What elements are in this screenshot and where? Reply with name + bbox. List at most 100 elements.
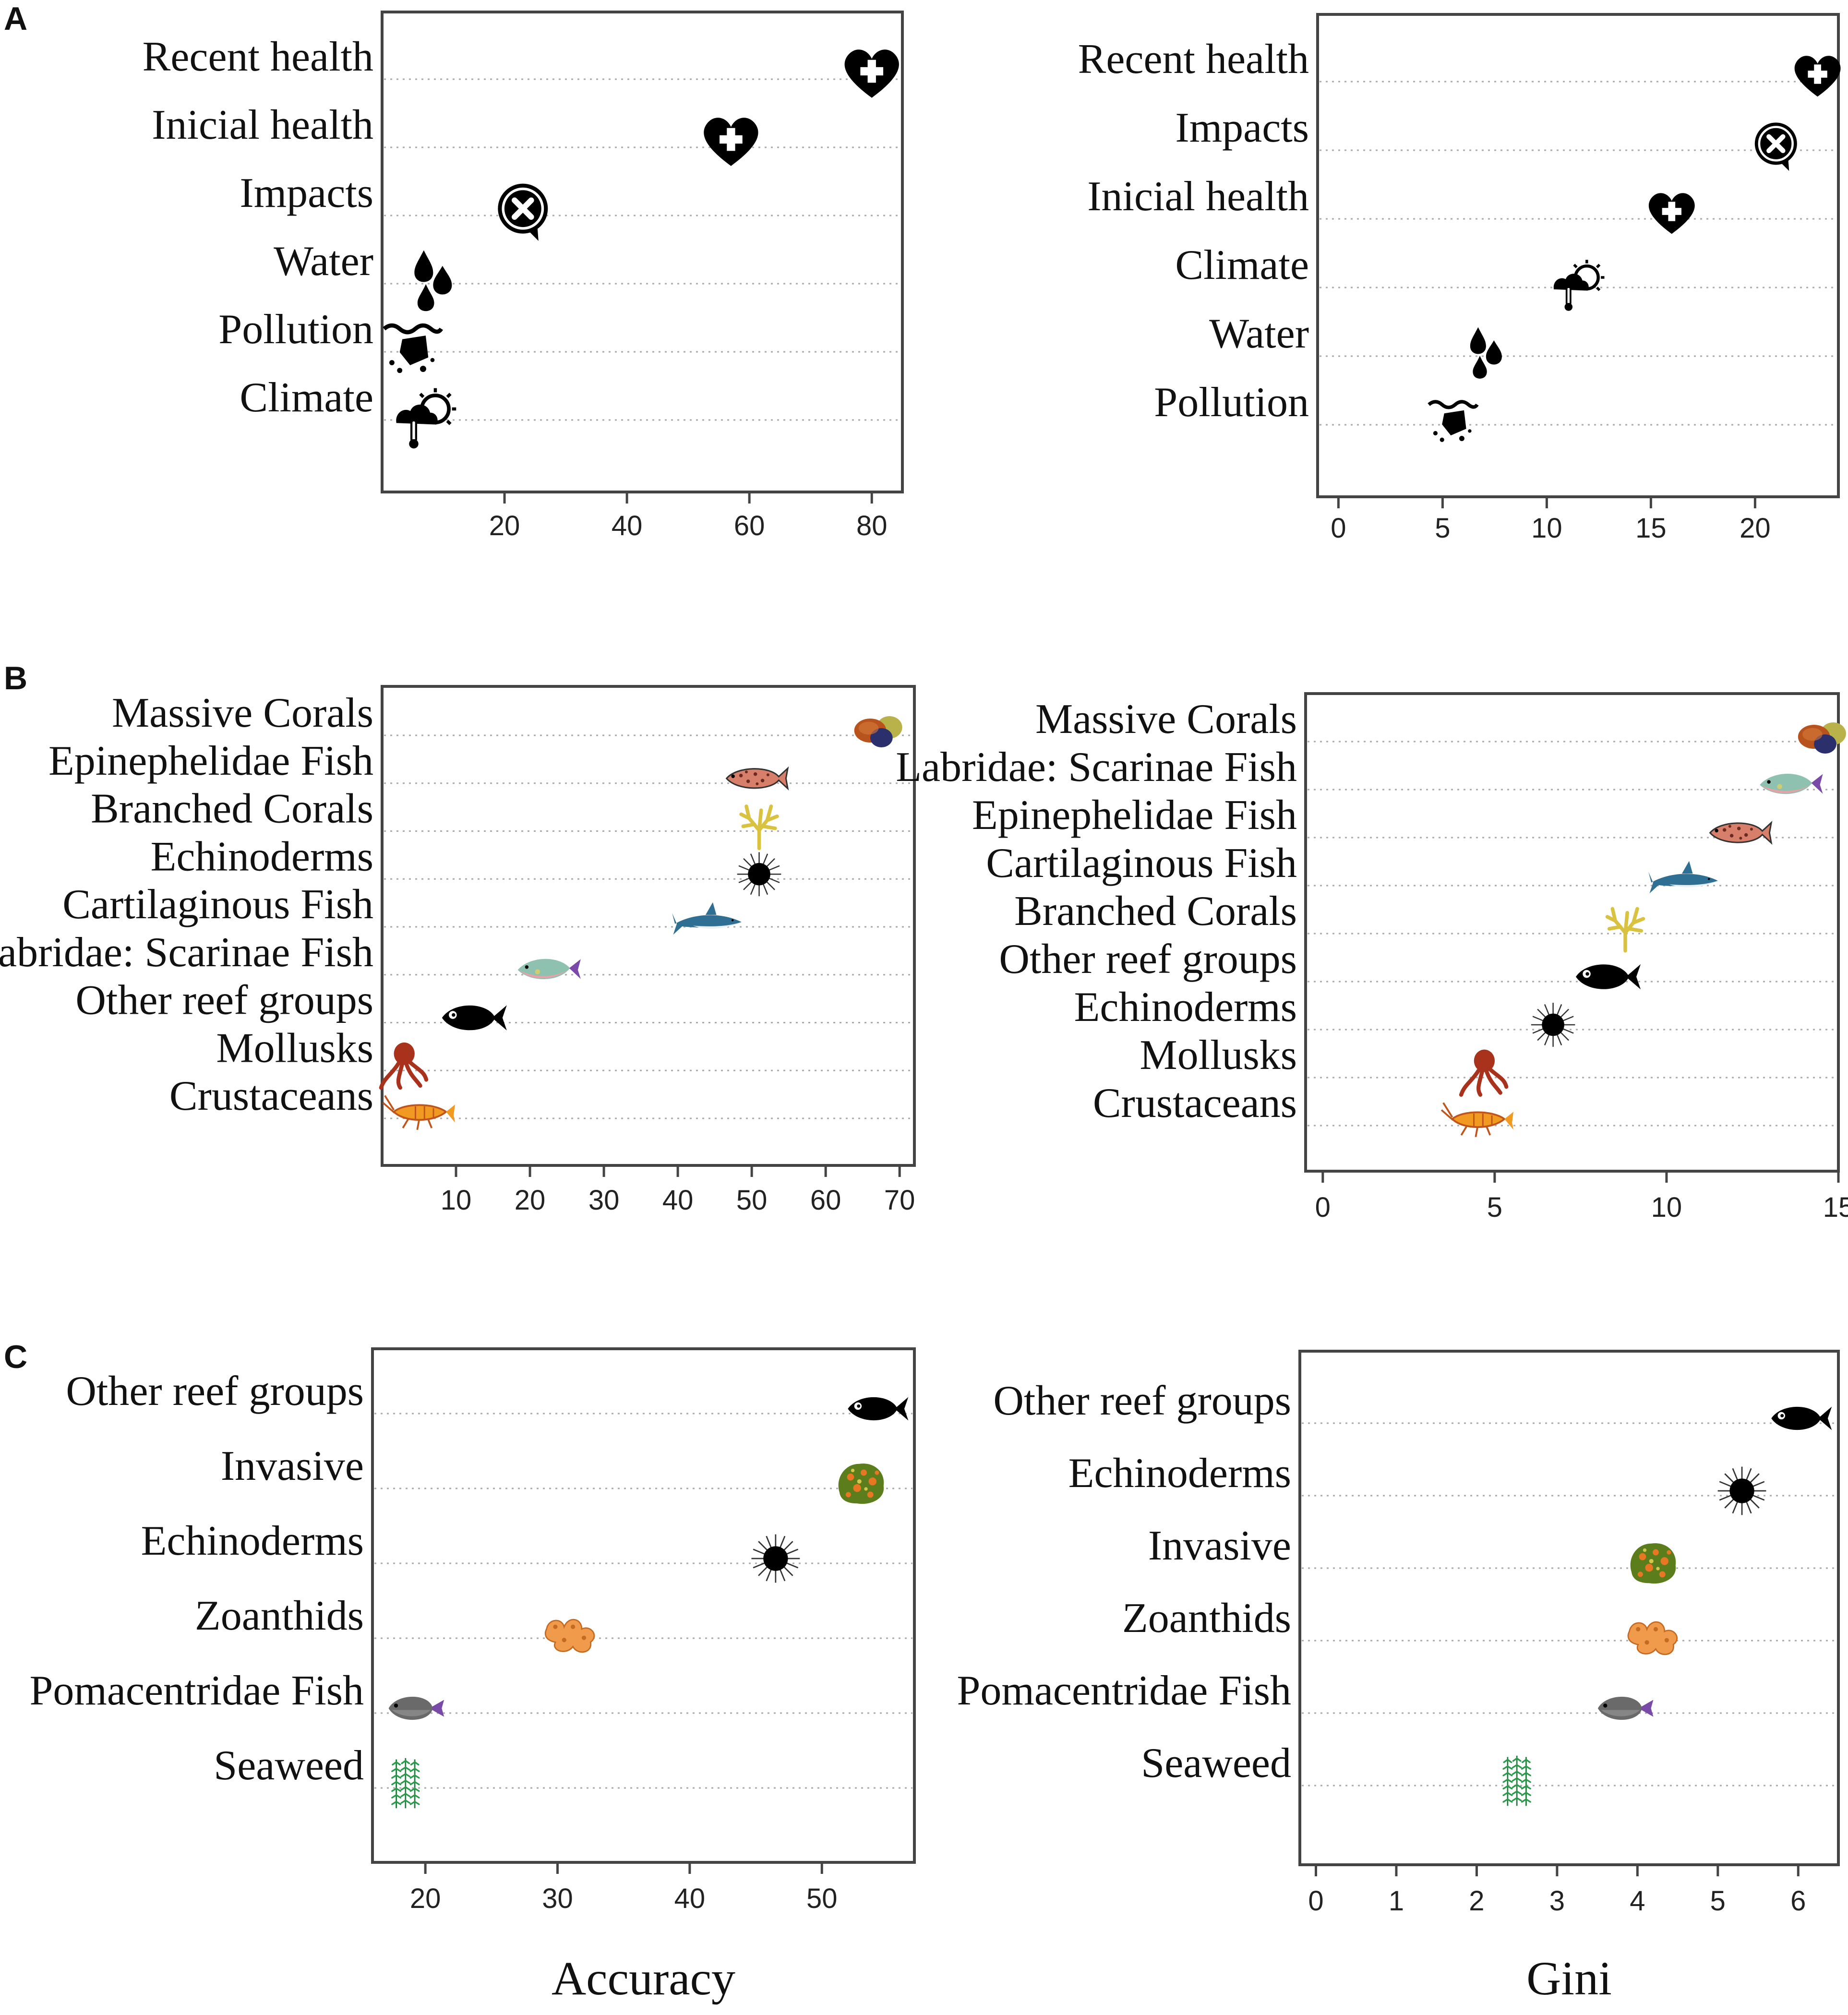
category-label: Recent health [143, 34, 373, 80]
x-bubble-icon [498, 184, 548, 241]
x-tick-label: 40 [674, 1883, 706, 1914]
x-tick-label: 3 [1549, 1885, 1565, 1917]
chart-a-accuracy: Recent health Inicial health Impacts Water P… [143, 11, 904, 541]
category-label: Echinoderms [1074, 984, 1297, 1031]
x-tick-label: 30 [588, 1185, 620, 1216]
category-label: Labridae: Scarinae Fish [896, 744, 1297, 791]
plot-frame [1304, 692, 1840, 1173]
x-tick-label: 60 [734, 510, 765, 541]
category-label: Invasive [1148, 1523, 1291, 1569]
parrotfish-icon [517, 959, 581, 979]
category-label: Other reef groups [993, 1378, 1291, 1424]
x-tick-label: 15 [1635, 513, 1667, 544]
x-tick-label: 70 [884, 1185, 915, 1216]
x-tick-label: 80 [856, 510, 888, 541]
category-label: Epinephelidae Fish [48, 738, 373, 784]
heart-plus-icon [1648, 193, 1695, 234]
x-axis-title: Gini [1526, 1952, 1612, 2005]
category-label: Water [1209, 311, 1309, 357]
plot-frame [1298, 1350, 1840, 1866]
category-label: Massive Corals [112, 690, 373, 736]
category-label: Branched Corals [91, 786, 373, 832]
heart-plus-icon [1794, 56, 1841, 97]
urchin-icon [1530, 1002, 1576, 1048]
category-label: Mollusks [216, 1025, 373, 1071]
plot-frame [1316, 13, 1840, 498]
category-label: Recent health [1078, 36, 1309, 83]
chart-c-gini: Other reef groups Echinoderms Invasive Zoan… [957, 1350, 1840, 2005]
heart-plus-icon [704, 118, 758, 166]
chart-a-gini: Recent health Impacts Inicial health Climat… [1078, 13, 1841, 544]
coral-branched-icon [741, 806, 777, 849]
panel-letter-c: C [4, 1339, 27, 1375]
x-tick-label: 1 [1389, 1885, 1404, 1917]
plot-frame [381, 11, 904, 493]
invasive-coral-icon [1630, 1543, 1676, 1584]
category-label: Inicial health [152, 102, 373, 148]
pollution-icon [384, 325, 441, 373]
urchin-icon [736, 851, 782, 897]
x-tick-label: 0 [1308, 1885, 1323, 1917]
seaweed-icon [1503, 1756, 1530, 1806]
plot-frame [371, 1347, 916, 1864]
category-label: Zoanthids [195, 1593, 364, 1639]
octopus-icon [1461, 1050, 1506, 1095]
category-label: Mollusks [1140, 1032, 1297, 1079]
category-label: Echinoderms [151, 833, 373, 880]
category-label: Invasive [221, 1443, 364, 1489]
category-label: Pollution [1154, 379, 1309, 426]
zoanthid-icon [1627, 1621, 1678, 1655]
category-label: Climate [1175, 242, 1309, 288]
x-tick-label: 0 [1315, 1192, 1331, 1223]
category-label: Other reef groups [999, 936, 1297, 983]
octopus-icon [381, 1043, 426, 1088]
grouper-fish-icon [725, 768, 789, 790]
x-tick-label: 50 [806, 1883, 838, 1914]
x-tick-label: 20 [1740, 513, 1771, 544]
x-tick-label: 30 [542, 1883, 573, 1914]
x-tick-label: 5 [1435, 513, 1450, 544]
x-tick-label: 2 [1469, 1885, 1484, 1917]
grouper-fish-icon [1709, 822, 1772, 844]
x-tick-label: 20 [515, 1185, 546, 1216]
coral-massive-icon [854, 716, 902, 747]
category-label: Cartilaginous Fish [986, 840, 1297, 887]
x-tick-label: 40 [662, 1185, 694, 1216]
plot-frame [381, 685, 916, 1167]
category-label: Labridae: Scarinae Fish [0, 929, 373, 976]
x-tick-label: 60 [810, 1185, 841, 1216]
x-tick-label: 40 [612, 510, 643, 541]
x-tick-label: 20 [489, 510, 520, 541]
urchin-icon [1716, 1465, 1767, 1516]
category-label: Impacts [1175, 105, 1309, 151]
x-tick-label: 50 [736, 1185, 768, 1216]
invasive-coral-icon [838, 1463, 884, 1504]
category-label: Other reef groups [75, 977, 373, 1024]
heart-plus-icon [844, 49, 899, 98]
x-tick-label: 5 [1487, 1192, 1502, 1223]
category-label: Epinephelidae Fish [972, 792, 1297, 839]
category-label: Cartilaginous Fish [62, 881, 373, 928]
seaweed-icon [392, 1758, 419, 1809]
x-tick-label: 5 [1710, 1885, 1726, 1917]
category-label: Other reef groups [66, 1368, 364, 1415]
category-label: Massive Corals [1035, 696, 1297, 743]
category-label: Crustaceans [169, 1073, 373, 1119]
x-tick-label: 15 [1823, 1192, 1848, 1223]
category-label: Pollution [218, 306, 373, 353]
category-label: Echinoderms [1068, 1450, 1291, 1497]
category-label: Seaweed [214, 1742, 364, 1789]
fish-silhouette-icon [1771, 1406, 1832, 1430]
x-tick-label: 0 [1331, 513, 1346, 544]
x-tick-label: 6 [1790, 1885, 1806, 1917]
panel-letter-b: B [4, 660, 27, 696]
x-bubble-icon [1755, 122, 1797, 171]
zoanthid-icon [544, 1619, 595, 1653]
x-axis-title: Accuracy [552, 1952, 735, 2005]
urchin-icon [750, 1533, 801, 1584]
x-tick-label: 10 [441, 1185, 472, 1216]
chart-c-accuracy: Other reef groups Invasive Echinoderms Zoan… [29, 1347, 916, 2005]
category-label: Impacts [240, 170, 373, 216]
